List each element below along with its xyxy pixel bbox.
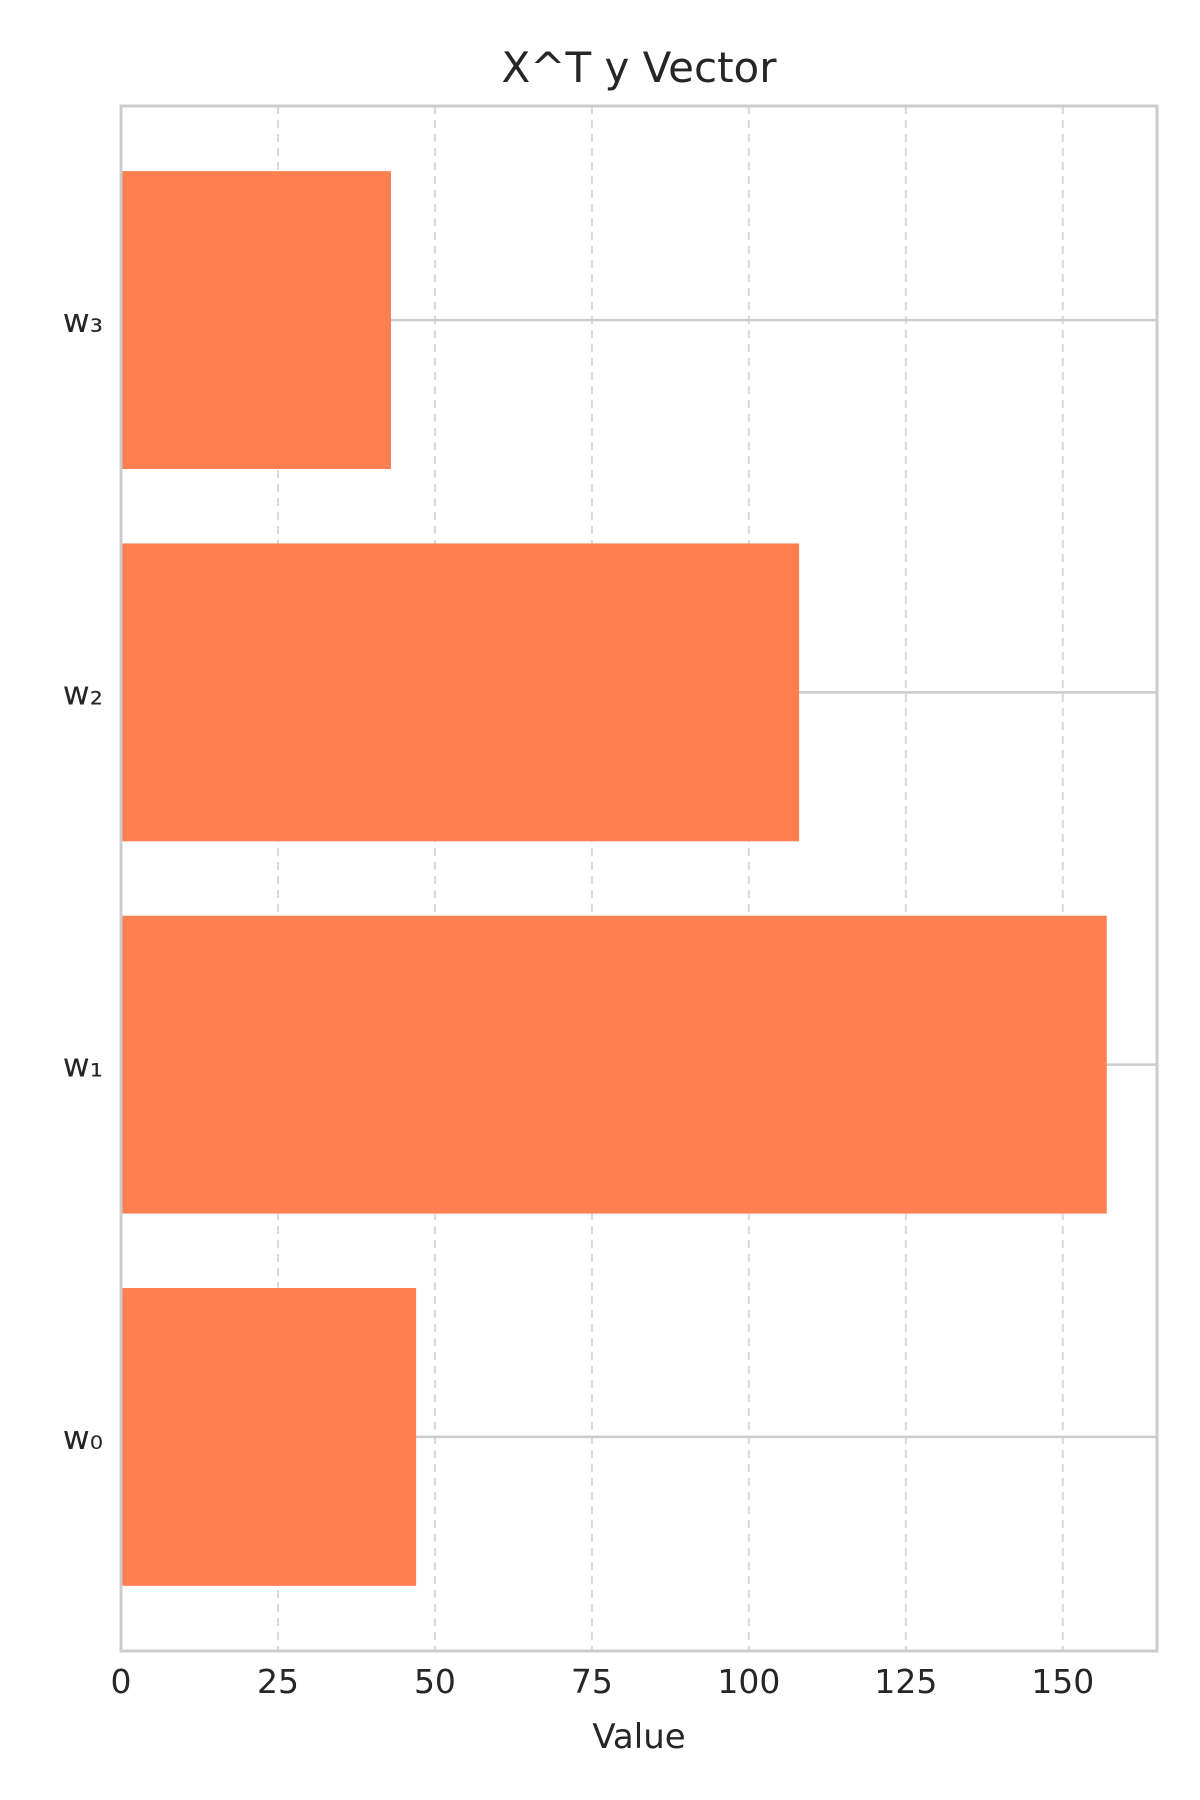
bar-1 [121,915,1107,1214]
plot-frame [119,104,1159,1653]
x-tick-label: 75 [571,1662,613,1701]
x-tick-label: 50 [414,1662,456,1701]
x-tick-label: 150 [1031,1662,1094,1701]
chart-title: X^T y Vector [501,43,777,92]
y-tick-label: w₀ [63,1418,103,1457]
x-tick-labels: 0 25 50 75 100 125 150 [111,1662,1095,1701]
x-tick-label: 100 [717,1662,780,1701]
y-tick-label: w₁ [63,1046,103,1085]
bar-3 [121,171,391,469]
y-tick-label: w₂ [63,673,103,712]
x-tick-label: 25 [257,1662,299,1701]
x-axis-label: Value [592,1717,685,1757]
x-tick-label: 125 [874,1662,937,1701]
x-tick-label: 0 [111,1662,132,1701]
bar-0 [121,1288,417,1586]
bar-2 [121,543,800,842]
y-tick-label: w₃ [63,301,103,340]
bars [121,171,1107,1586]
y-tick-labels: w₀ w₁ w₂ w₃ [63,301,103,1457]
